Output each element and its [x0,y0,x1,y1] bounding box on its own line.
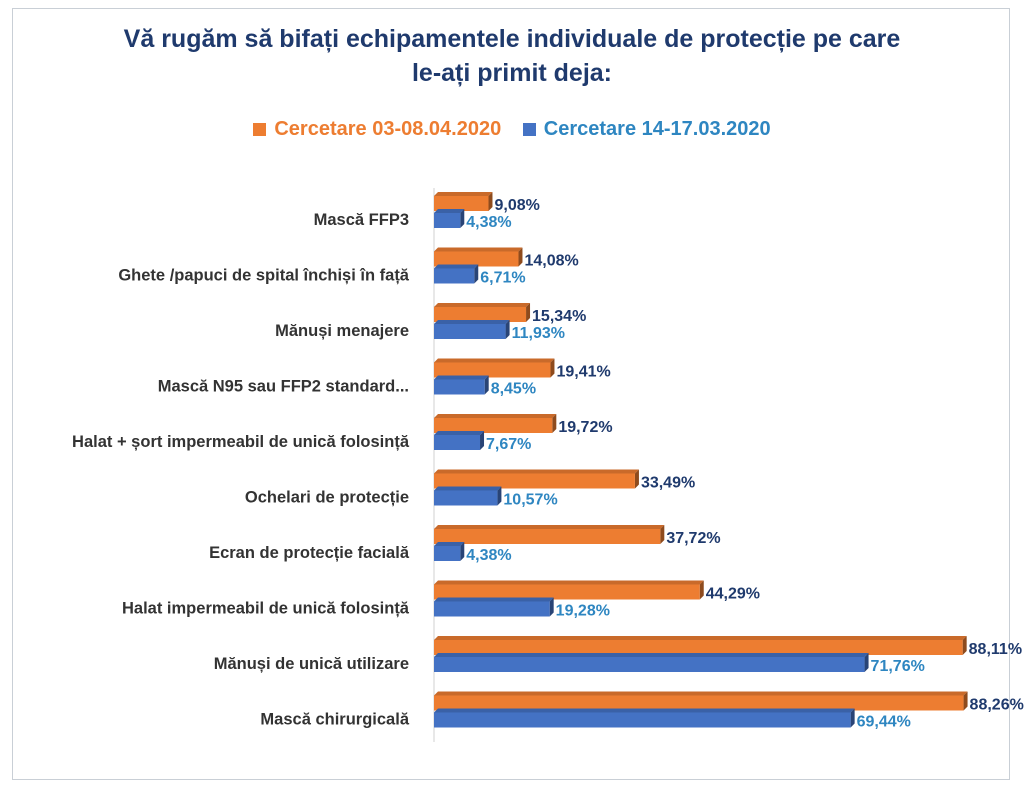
data-label: 4,38% [466,547,511,564]
bar-series-1 [434,636,967,655]
bar-series-1 [434,247,523,267]
category-label: Ecran de protecție facială [209,544,410,562]
bar-series-2 [434,708,855,728]
data-label: 9,08% [494,197,539,214]
legend-swatch-series-1 [253,123,267,136]
data-label: 4,38% [466,214,511,231]
bar-series-1 [434,580,704,600]
bar-series-1 [434,303,531,322]
category-label: Mască chirurgicală [260,711,409,729]
category-label: Halat + șort impermeabil de unică folosi… [72,433,410,451]
bar-series-1 [434,414,557,433]
category-label: Ochelari de protecție [245,489,409,507]
data-label: 19,41% [556,364,610,381]
data-label: 71,76% [871,658,925,675]
bar-series-1 [434,192,493,211]
data-label: 44,29% [706,586,760,603]
data-label: 7,67% [486,436,531,453]
chart-title: Vă rugăm să bifați echipamentele individ… [0,22,1024,90]
data-label: 19,28% [556,603,610,620]
chart-legend: Cercetare 03-08.04.2020 Cercetare 14-17.… [0,118,1024,142]
category-label: Mănuși menajere [275,322,409,340]
bar-series-2 [434,542,465,561]
bar-series-2 [434,209,465,228]
data-label: 6,71% [480,270,525,287]
data-label: 14,08% [524,253,578,270]
data-label: 88,11% [969,641,1022,658]
data-label: 88,26% [970,697,1024,714]
legend-label-series-1: Cercetare 03-08.04.2020 [274,118,502,140]
chart-title-line-2: le-ați primit deja: [411,59,613,87]
bar-series-2 [434,486,502,506]
category-label: Halat impermeabil de unică folosință [122,600,410,618]
data-label: 69,44% [857,714,911,731]
legend-item-series-1: Cercetare 03-08.04.2020 [253,118,501,141]
data-label: 8,45% [491,381,536,398]
data-label: 10,57% [503,492,557,509]
bar-series-1 [434,469,639,489]
data-label: 11,93% [512,325,565,342]
category-label: Mănuși de unică utilizare [214,655,409,673]
bar-series-2 [434,375,489,395]
legend-label-series-2: Cercetare 14-17.03.2020 [543,118,771,140]
data-label: 19,72% [558,419,612,436]
category-label: Mască N95 sau FFP2 standard... [158,378,409,396]
category-label: Ghete /papuci de spital închiși în față [118,267,409,285]
legend-item-series-2: Cercetare 14-17.03.2020 [522,118,771,141]
data-label: 33,49% [641,475,695,492]
bar-series-2 [434,264,479,284]
legend-swatch-series-2 [522,123,536,136]
chart-title-line-1: Vă rugăm să bifați echipamentele individ… [123,25,901,53]
data-label: 37,72% [666,530,720,547]
data-label: 15,34% [532,308,586,325]
bar-series-2 [434,431,485,450]
bar-series-1 [434,358,555,378]
bar-series-2 [434,653,869,672]
bar-series-1 [434,691,968,711]
bar-series-2 [434,597,554,617]
bar-series-1 [434,525,665,544]
bar-series-2 [434,320,510,339]
category-label: Mască FFP3 [314,211,409,229]
